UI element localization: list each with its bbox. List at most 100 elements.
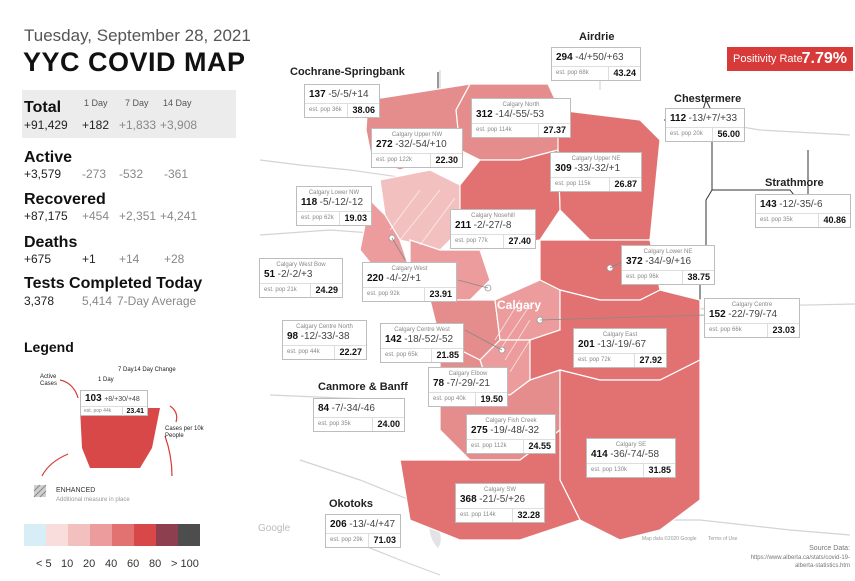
region-callout[interactable]: Calgary Upper NE 309 -33/-32/+1 est. pop 1…	[550, 152, 642, 192]
color-scale-tick: 40	[105, 558, 118, 570]
region-rate: 19.03	[344, 213, 367, 223]
region-population: est. pop 96k	[622, 271, 684, 284]
region-rate: 38.75	[687, 272, 710, 282]
color-scale-swatch	[134, 524, 156, 546]
region-population: est. pop 77k	[451, 235, 505, 248]
region-callout[interactable]: Calgary Centre North 98 -12/-33/-38 est. p…	[282, 320, 367, 360]
region-rate: 43.24	[613, 68, 636, 78]
region-active-cases: 414	[591, 449, 608, 460]
tests-label: Tests Completed Today	[24, 275, 203, 292]
region-callout[interactable]: Calgary East 201 -13/-19/-67 est. pop 72k 2…	[573, 328, 667, 368]
region-callout[interactable]: 137 -5/-5/+14 est. pop 36k 38.06	[304, 84, 380, 118]
recovered-label: Recovered	[24, 191, 106, 208]
region-callout[interactable]: Calgary Centre West 142 -18/-52/-52 est. p…	[380, 323, 464, 363]
region-callout[interactable]: Calgary North 312 -14/-55/-53 est. pop 114…	[471, 98, 571, 138]
region-rate: 21.85	[436, 350, 459, 360]
region-change: -12/-33/-38	[300, 331, 350, 342]
active-7day: -532	[119, 167, 144, 181]
region-name: Calgary West Bow	[276, 262, 326, 268]
legend-arrow-shape	[164, 435, 173, 477]
region-name: Calgary Centre North	[296, 324, 353, 330]
color-scale-swatch	[90, 524, 112, 546]
region-change: -5/-12/-12	[319, 197, 364, 208]
region-rate: 24.55	[528, 441, 551, 451]
region-callout[interactable]: 294 -4/+50/+63 est. pop 68k 43.24	[551, 47, 641, 81]
region-name: Calgary Centre	[731, 302, 773, 308]
region-name: Calgary East	[602, 332, 638, 338]
region-active-cases: 211	[455, 220, 472, 231]
deaths-1day: +1	[82, 252, 96, 266]
region-callout[interactable]: Calgary Lower NE 372 -34/-9/+16 est. pop 9…	[621, 245, 715, 285]
region-population: est. pop 20k	[666, 128, 714, 141]
region-active-cases: 142	[385, 334, 402, 345]
legend-enhanced-sub: Additional measure in place	[56, 497, 130, 503]
positivity-value: 7.79%	[801, 50, 847, 67]
total-label: Total	[24, 99, 62, 116]
deaths-value: +675	[24, 252, 52, 266]
region-callout[interactable]: Calgary West 220 -4/-2/+1 est. pop 92k 23.9…	[362, 262, 457, 302]
region-change: -34/-9/+16	[645, 256, 692, 267]
page-title: YYC COVID MAP	[23, 47, 246, 77]
total-7day: +1,833	[119, 118, 157, 132]
region-rate: 27.40	[508, 236, 531, 246]
region-population: est. pop 65k	[381, 349, 433, 362]
region-callout[interactable]: Calgary Centre 152 -22/-79/-74 est. pop 66…	[704, 298, 800, 338]
color-scale-swatch	[156, 524, 178, 546]
region-callout[interactable]: Calgary SW 368 -21/-5/+26 est. pop 114k 32.…	[455, 483, 545, 523]
region-population: est. pop 35k	[756, 214, 820, 227]
region-name: Calgary North	[502, 102, 540, 108]
region-callout[interactable]: 143 -12/-35/-6 est. pop 35k 40.86	[755, 194, 851, 228]
region-callout[interactable]: Calgary Upper NW 272 -32/-54/+10 est. pop …	[371, 128, 463, 168]
legend-14day-label: 14 Day Change	[134, 367, 176, 373]
region-population: est. pop 44k	[283, 346, 336, 359]
region-callout[interactable]: Calgary SE 414 -36/-74/-58 est. pop 130k 31…	[586, 438, 676, 478]
region-rate: 24.00	[377, 419, 400, 429]
region-active-cases: 84	[318, 403, 330, 414]
region-rate: 24.29	[315, 285, 338, 295]
region-name: Calgary SE	[615, 442, 647, 448]
region-callout[interactable]: Calgary Fish Creek 275 -19/-48/-32 est. po…	[466, 414, 556, 454]
region-population: est. pop 130k	[587, 464, 645, 477]
map-data-credit: Map data ©2020 Google	[642, 536, 697, 542]
color-scale-tick: 80	[149, 558, 162, 570]
tests-value: 3,378	[24, 294, 55, 308]
region-callout[interactable]: Calgary Nosehill 211 -2/-27/-8 est. pop 77…	[450, 209, 536, 249]
tests-avg-label: 7-Day Average	[117, 294, 197, 308]
region-callout[interactable]: 112 -13/+7/+33 est. pop 20k 56.00	[665, 108, 745, 142]
region-change: -7/-29/-21	[446, 378, 490, 389]
legend-sample-change: +8/+30/+48	[104, 396, 140, 403]
region-callout[interactable]: 84 -7/-34/-46 est. pop 35k 24.00	[313, 398, 405, 432]
region-rate: 23.91	[429, 289, 452, 299]
legend-arrow-active	[59, 379, 79, 399]
region-active-cases: 143	[760, 199, 777, 210]
deaths-14day: +28	[164, 252, 185, 266]
source-url[interactable]: https://www.alberta.ca/stats/covid-19-al…	[750, 555, 850, 569]
color-scale-swatch	[112, 524, 134, 546]
region-active-cases: 220	[367, 273, 384, 284]
legend-arrow-enhanced	[41, 453, 69, 477]
region-callout[interactable]: Calgary West Bow 51 -2/-2/+3 est. pop 21k 2…	[259, 258, 343, 298]
color-scale-tick: 20	[83, 558, 96, 570]
region-rate: 27.92	[639, 355, 662, 365]
region-name: Calgary Lower NW	[308, 190, 360, 196]
region-callout[interactable]: Calgary Elbow 78 -7/-29/-21 est. pop 40k 19…	[428, 367, 508, 407]
region-change: -5/-5/+14	[328, 89, 369, 100]
region-title: Chestermere	[674, 93, 742, 105]
terms-link[interactable]: Terms of Use	[708, 536, 738, 542]
region-callout[interactable]: 206 -13/-4/+47 est. pop 29k 71.03	[325, 514, 401, 548]
legend-title: Legend	[24, 339, 74, 355]
region-population: est. pop 35k	[314, 418, 374, 431]
region-active-cases: 137	[309, 89, 326, 100]
region-callout[interactable]: Calgary Lower NW 118 -5/-12/-12 est. pop 6…	[296, 186, 372, 226]
region-name: Calgary Lower NE	[643, 249, 693, 255]
legend-diagram	[33, 379, 178, 498]
region-change: -13/+7/+33	[688, 113, 738, 124]
source-label: Source Data:	[809, 545, 850, 552]
city-label: Calgary	[497, 298, 542, 312]
region-name: Calgary West	[391, 266, 428, 272]
region-change: -13/-4/+47	[349, 519, 396, 530]
region-change: -33/-32/+1	[574, 163, 621, 174]
region-change: -4/-2/+1	[386, 273, 421, 284]
region-rate: 22.30	[435, 155, 458, 165]
active-value: +3,579	[24, 167, 62, 181]
